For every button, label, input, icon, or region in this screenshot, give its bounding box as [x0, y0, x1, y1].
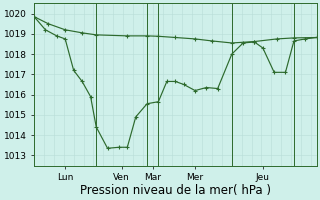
X-axis label: Pression niveau de la mer( hPa ): Pression niveau de la mer( hPa ) [80, 184, 271, 197]
